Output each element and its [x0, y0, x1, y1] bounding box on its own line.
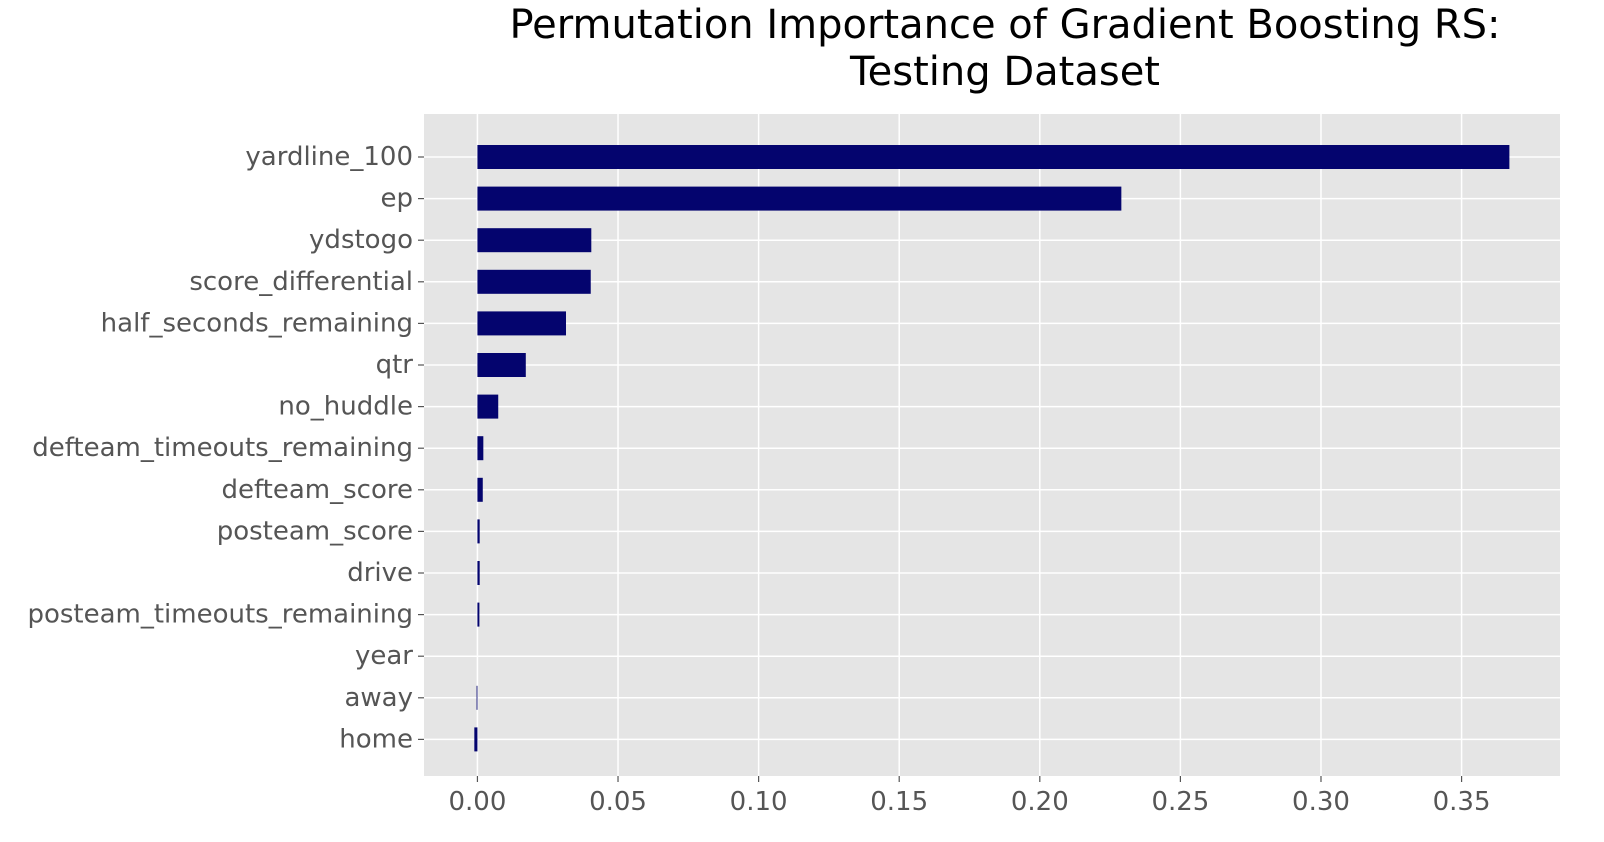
y-tick-label: posteam_score [217, 516, 413, 546]
x-tick-label: 0.20 [1011, 787, 1069, 817]
bar-ydstogo [477, 228, 592, 253]
bar-defteam-timeouts-remaining [477, 436, 484, 461]
x-tick-label: 0.05 [589, 787, 647, 817]
y-tick-label: half_seconds_remaining [101, 308, 413, 338]
chart-title: Permutation Importance of Gradient Boost… [430, 2, 1580, 96]
y-tick-label: score_differential [189, 267, 413, 297]
y-tick-label: ydstogo [309, 225, 413, 255]
bar-posteam-timeouts-remaining [477, 602, 480, 627]
chart-title-line-2: Testing Dataset [850, 49, 1160, 95]
x-tick-label: 0.10 [730, 787, 788, 817]
x-tick-label: 0.30 [1292, 787, 1350, 817]
bar-home [474, 727, 478, 752]
x-tick-label: 0.15 [870, 787, 928, 817]
bar-defteam-score [477, 477, 483, 502]
y-tick-label: qtr [376, 350, 414, 380]
y-tick-label: yardline_100 [245, 142, 413, 172]
bar-qtr [477, 353, 526, 377]
plot-area [424, 114, 1560, 776]
bar-drive [477, 561, 480, 585]
chart-title-line-1: Permutation Importance of Gradient Boost… [509, 2, 1501, 48]
y-tick-label: year [355, 641, 413, 671]
bar-score-differential [477, 269, 591, 294]
bar-no-huddle [477, 394, 499, 419]
bar-away [476, 685, 478, 710]
y-tick-label: no_huddle [278, 392, 413, 422]
x-tick-label: 0.35 [1433, 787, 1491, 817]
bar-half-seconds-remaining [477, 311, 566, 336]
x-tick-label: 0.00 [448, 787, 506, 817]
x-tick-label: 0.25 [1151, 787, 1209, 817]
y-tick-label: defteam_score [221, 475, 413, 505]
bar-posteam-score [477, 519, 480, 544]
bar-ep [477, 186, 1122, 211]
y-tick-label: away [344, 683, 413, 713]
y-tick-label: ep [381, 184, 414, 214]
y-tick-label: home [339, 724, 413, 754]
y-tick-label: drive [347, 558, 413, 588]
y-tick-label: posteam_timeouts_remaining [27, 600, 413, 630]
y-tick-label: defteam_timeouts_remaining [32, 433, 413, 463]
bar-yardline-100 [477, 145, 1510, 169]
